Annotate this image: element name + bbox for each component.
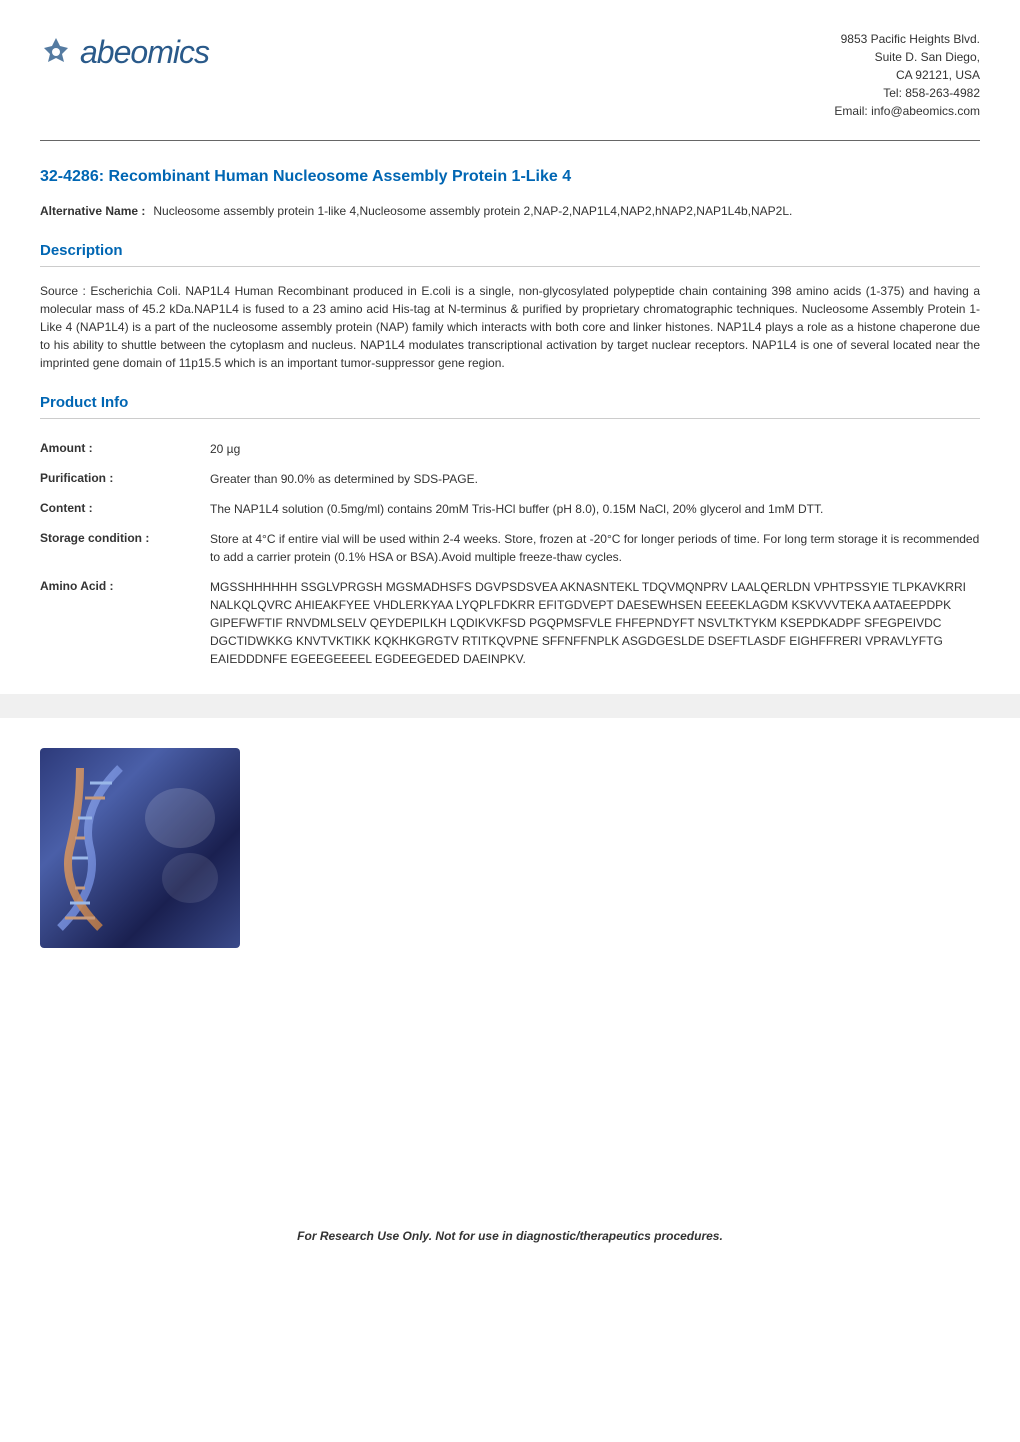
info-row-purification: Purification : Greater than 90.0% as det… [40, 464, 980, 494]
footer-note: For Research Use Only. Not for use in di… [40, 1228, 980, 1245]
address-line2: Suite D. San Diego, [834, 48, 980, 66]
info-label: Content : [40, 500, 210, 518]
info-label: Amount : [40, 440, 210, 458]
address-line1: 9853 Pacific Heights Blvd. [834, 30, 980, 48]
description-text: Source : Escherichia Coli. NAP1L4 Human … [40, 282, 980, 372]
product-image [40, 748, 240, 948]
info-value: MGSSHHHHHH SSGLVPRGSH MGSMADHSFS DGVPSDS… [210, 578, 980, 668]
info-label: Amino Acid : [40, 578, 210, 668]
info-label: Storage condition : [40, 530, 210, 566]
product-info-heading: Product Info [40, 392, 980, 419]
page-header: abeomics 9853 Pacific Heights Blvd. Suit… [40, 30, 980, 141]
contact-tel: Tel: 858-263-4982 [834, 84, 980, 102]
contact-info: 9853 Pacific Heights Blvd. Suite D. San … [834, 30, 980, 120]
info-row-amount: Amount : 20 µg [40, 434, 980, 464]
info-value: Store at 4°C if entire vial will be used… [210, 530, 980, 566]
contact-email: Email: info@abeomics.com [834, 102, 980, 120]
info-label: Purification : [40, 470, 210, 488]
section-divider [0, 694, 1020, 718]
info-value: The NAP1L4 solution (0.5mg/ml) contains … [210, 500, 980, 518]
logo-text: abeomics [80, 30, 209, 75]
address-line3: CA 92121, USA [834, 66, 980, 84]
info-value: 20 µg [210, 440, 980, 458]
alternative-name-row: Alternative Name : Nucleosome assembly p… [40, 203, 980, 220]
company-logo: abeomics [40, 30, 209, 75]
info-value: Greater than 90.0% as determined by SDS-… [210, 470, 980, 488]
product-info-table: Amount : 20 µg Purification : Greater th… [40, 434, 980, 674]
info-row-content: Content : The NAP1L4 solution (0.5mg/ml)… [40, 494, 980, 524]
info-row-amino-acid: Amino Acid : MGSSHHHHHH SSGLVPRGSH MGSMA… [40, 572, 980, 674]
alt-name-value: Nucleosome assembly protein 1-like 4,Nuc… [153, 203, 792, 220]
alt-name-label: Alternative Name : [40, 203, 145, 220]
description-heading: Description [40, 240, 980, 267]
logo-icon [40, 36, 72, 68]
product-title: 32-4286: Recombinant Human Nucleosome As… [40, 166, 980, 188]
info-row-storage: Storage condition : Store at 4°C if enti… [40, 524, 980, 572]
dna-helix-icon [40, 748, 240, 948]
